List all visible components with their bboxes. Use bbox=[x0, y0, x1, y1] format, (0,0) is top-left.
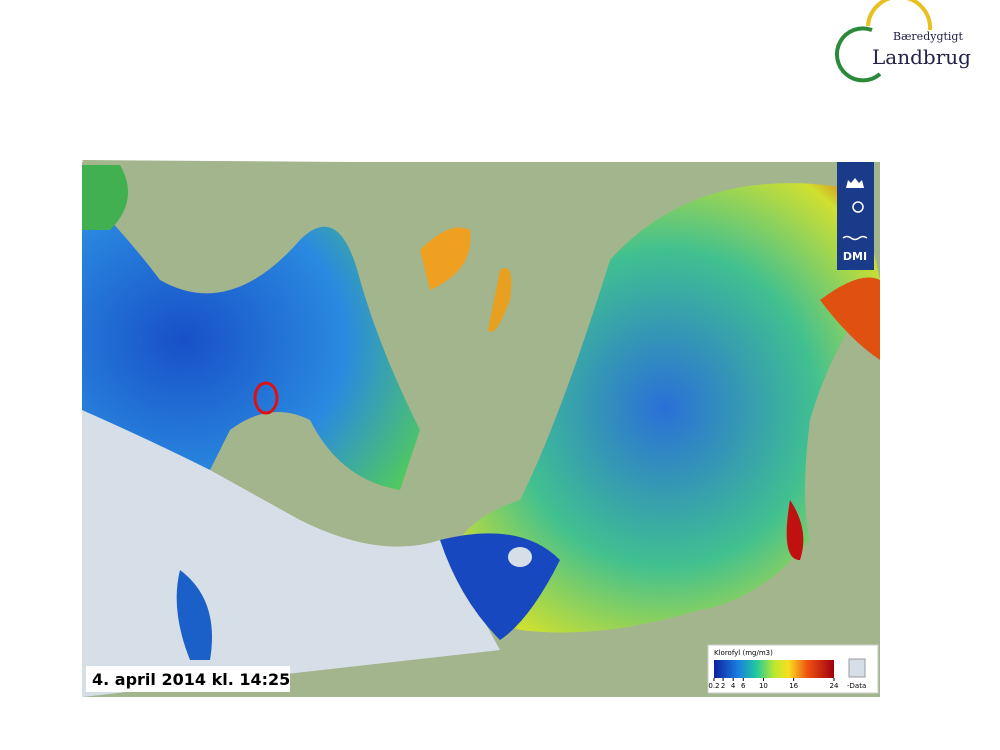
sea bbox=[176, 570, 212, 660]
logo-arc bbox=[834, 26, 882, 83]
logo-text: Landbrug bbox=[872, 45, 971, 69]
no-data bbox=[508, 547, 532, 567]
sea bbox=[820, 277, 880, 360]
nodata-label: -Data bbox=[847, 682, 866, 690]
legend-tick-label: 6 bbox=[741, 682, 746, 690]
caption-text: 4. april 2014 kl. 14:25 bbox=[92, 670, 290, 689]
legend-tick-label: 2 bbox=[721, 682, 725, 690]
legend-tick-label: 16 bbox=[789, 682, 798, 690]
badge-text: DMI bbox=[843, 250, 867, 263]
logo-arc bbox=[866, 0, 933, 31]
highlight-circle bbox=[253, 381, 279, 415]
legend-tick-label: 4 bbox=[731, 682, 736, 690]
legend-tick-label: 0.2 bbox=[708, 682, 719, 690]
nodata-swatch bbox=[848, 658, 866, 678]
sea bbox=[450, 183, 880, 633]
dmi-badge: DMI bbox=[837, 162, 874, 270]
map: DMI 4. april 2014 kl. 14:25 Klorofyl (mg… bbox=[82, 160, 880, 697]
legend-tick-label: 24 bbox=[830, 682, 839, 690]
sea bbox=[488, 268, 512, 332]
sea bbox=[82, 190, 420, 490]
caption-bg bbox=[86, 666, 290, 692]
sun-icon bbox=[852, 201, 864, 213]
legend-title: Klorofyl (mg/m3) bbox=[714, 649, 773, 657]
crown-icon bbox=[846, 178, 864, 188]
legend-scale bbox=[714, 660, 834, 678]
wave-icon bbox=[842, 235, 868, 241]
legend: Klorofyl (mg/m3) -Data 0.2 2 4 6 10 16 24 bbox=[707, 644, 879, 694]
caption: 4. april 2014 kl. 14:25 bbox=[86, 666, 290, 692]
logo: Bæredygtigt Landbrug bbox=[834, 0, 971, 83]
sea bbox=[786, 500, 804, 560]
logo-text: Bæredygtigt bbox=[893, 30, 963, 43]
sea bbox=[82, 165, 128, 230]
sea bbox=[420, 227, 471, 290]
land bbox=[82, 160, 350, 252]
legend-tick-label: 10 bbox=[759, 682, 768, 690]
